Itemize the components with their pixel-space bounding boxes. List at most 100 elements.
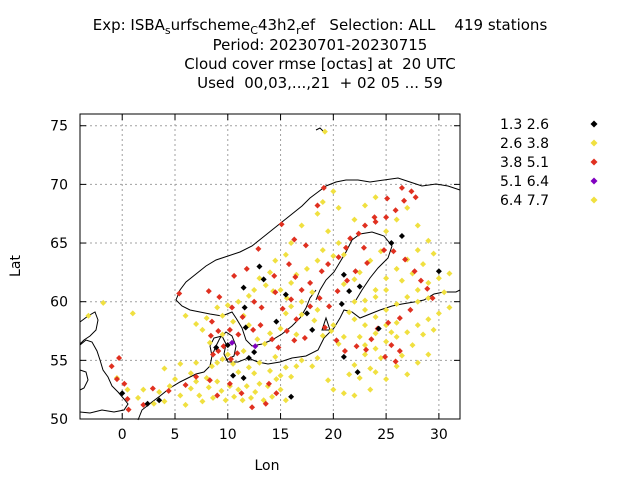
station-marker: [135, 395, 141, 401]
station-marker: [341, 334, 347, 340]
station-marker: [356, 231, 362, 237]
station-marker: [125, 387, 131, 393]
station-marker: [404, 329, 410, 335]
station-marker: [383, 275, 389, 281]
station-marker: [161, 366, 167, 372]
station-marker: [204, 315, 210, 321]
station-marker: [246, 364, 252, 370]
station-marker: [214, 305, 220, 311]
station-marker: [346, 288, 352, 294]
station-marker: [383, 214, 389, 220]
station-marker: [273, 376, 279, 382]
station-marker: [384, 195, 390, 201]
legend-label: 5.1 6.4: [500, 174, 549, 190]
station-marker: [209, 363, 215, 369]
station-marker: [299, 222, 305, 228]
station-marker: [244, 383, 250, 389]
station-marker: [362, 307, 368, 313]
station-marker: [85, 313, 91, 319]
station-marker: [272, 354, 278, 360]
legend-marker: [591, 197, 598, 204]
station-marker: [109, 363, 115, 369]
station-marker: [394, 217, 400, 223]
station-marker: [325, 377, 331, 383]
station-marker: [130, 310, 136, 316]
station-marker: [241, 285, 247, 291]
station-marker: [256, 381, 262, 387]
station-marker: [336, 205, 342, 211]
station-marker: [299, 357, 305, 363]
station-marker: [220, 313, 226, 319]
station-marker: [446, 271, 452, 277]
station-marker: [251, 349, 257, 355]
x-tick-label: 0: [118, 427, 127, 443]
station-marker: [357, 283, 363, 289]
station-marker: [256, 264, 262, 270]
station-marker: [288, 296, 294, 302]
station-marker: [241, 348, 247, 354]
station-marker: [230, 373, 236, 379]
station-marker: [322, 129, 328, 135]
station-marker: [241, 375, 247, 381]
station-marker: [330, 322, 336, 328]
station-marker: [362, 203, 368, 209]
station-marker: [362, 298, 368, 304]
station-marker: [320, 199, 326, 205]
station-marker: [351, 316, 357, 322]
station-marker: [446, 305, 452, 311]
station-marker: [278, 326, 284, 332]
station-marker: [251, 287, 257, 293]
station-marker: [288, 303, 294, 309]
station-marker: [100, 300, 106, 306]
station-marker: [336, 240, 342, 246]
station-marker: [119, 390, 125, 396]
station-marker: [383, 228, 389, 234]
station-marker: [354, 343, 360, 349]
station-marker: [367, 387, 373, 393]
y-tick-label: 55: [50, 353, 68, 369]
legend-label: 3.8 5.1: [500, 155, 549, 171]
station-marker: [367, 366, 373, 372]
station-marker: [283, 252, 289, 258]
station-marker: [394, 266, 400, 272]
station-marker: [251, 370, 257, 376]
station-marker: [302, 335, 308, 341]
station-marker: [193, 321, 199, 327]
station-marker: [279, 221, 285, 227]
station-marker: [315, 307, 321, 313]
station-marker: [126, 407, 132, 413]
station-marker: [394, 363, 400, 369]
station-marker: [341, 390, 347, 396]
station-marker: [167, 383, 173, 389]
station-marker: [214, 378, 220, 384]
station-marker: [208, 333, 214, 339]
station-marker: [388, 342, 394, 348]
station-marker: [263, 282, 269, 288]
station-marker: [373, 369, 379, 375]
station-marker: [335, 288, 341, 294]
station-marker: [415, 299, 421, 305]
station-marker: [339, 301, 345, 307]
x-tick-label: 5: [171, 427, 180, 443]
station-marker: [272, 258, 278, 264]
station-marker: [267, 269, 273, 275]
station-marker: [209, 319, 215, 325]
station-marker: [273, 390, 279, 396]
station-marker: [362, 322, 368, 328]
station-marker: [383, 376, 389, 382]
station-marker: [351, 362, 357, 368]
station-marker: [373, 219, 379, 225]
station-marker: [407, 307, 413, 313]
station-marker: [235, 369, 241, 375]
station-marker: [425, 316, 431, 322]
station-marker: [291, 337, 297, 343]
station-marker: [373, 346, 379, 352]
station-marker: [325, 228, 331, 234]
station-marker: [271, 273, 277, 279]
station-marker: [235, 332, 241, 338]
station-marker: [351, 217, 357, 223]
station-marker: [288, 394, 294, 400]
station-marker: [252, 389, 258, 395]
station-marker: [311, 317, 317, 323]
